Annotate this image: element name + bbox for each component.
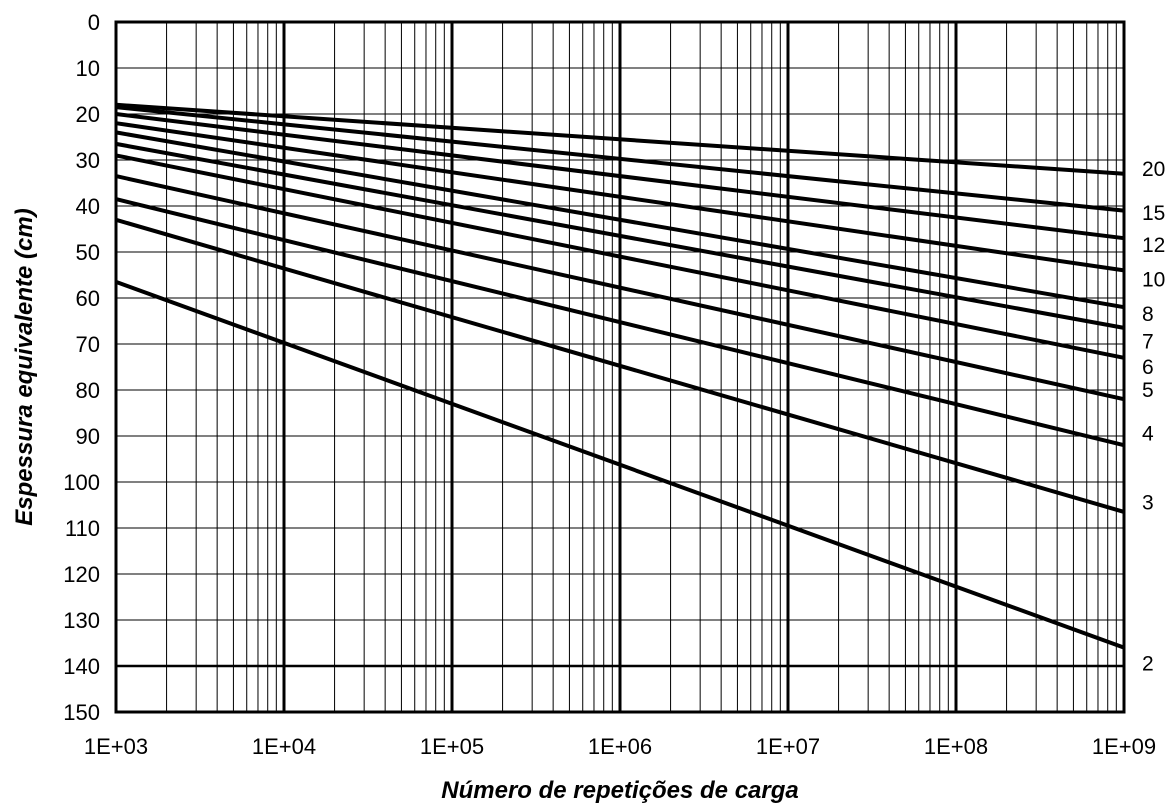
y-tick-label: 0 (88, 10, 100, 35)
x-tick-label: 1E+03 (84, 734, 148, 759)
series-line-2 (115, 280, 1125, 650)
x-tick-label: 1E+06 (588, 734, 652, 759)
series-line-3 (115, 217, 1125, 514)
x-tick-label: 1E+08 (924, 734, 988, 759)
x-tick-labels: 1E+03 1E+04 1E+05 1E+06 1E+07 1E+08 1E+09 (84, 734, 1156, 759)
curve-label-20: 20 (1142, 158, 1165, 181)
x-tick-label: 1E+04 (252, 734, 316, 759)
x-tick-label: 1E+07 (756, 734, 820, 759)
curve-label-5: 5 (1142, 379, 1154, 402)
y-tick-label: 110 (65, 516, 100, 541)
y-tick-labels: 0 10 20 30 40 50 60 70 80 90 100 110 120 130 140 150 (63, 10, 100, 725)
series-line-4 (115, 197, 1125, 448)
y-tick-label: 100 (63, 470, 100, 495)
curve-label-2: 2 (1142, 653, 1154, 676)
y-tick-label: 120 (63, 562, 100, 587)
x-axis-title: Número de repetições de carga (441, 777, 798, 804)
curve-label-15: 15 (1142, 202, 1165, 225)
y-tick-label: 140 (63, 654, 100, 679)
series-line-5 (115, 174, 1125, 402)
y-tick-label: 60 (76, 286, 100, 311)
y-tick-label: 10 (76, 56, 100, 81)
y-tick-label: 70 (76, 332, 100, 357)
series-line-12 (115, 112, 1125, 241)
curve-label-3: 3 (1142, 492, 1154, 515)
series-line-20 (115, 102, 1125, 176)
curve-labels: 20 15 12 10 8 765 4 3 2 (1142, 158, 1165, 676)
curve-label-8: 8 (1142, 303, 1154, 326)
series-line-6 (115, 153, 1125, 360)
y-tick-label: 50 (76, 240, 100, 265)
curve-label-6: 6 (1142, 356, 1154, 379)
series-lines (115, 102, 1125, 650)
series-line-10 (115, 121, 1125, 273)
y-tick-label: 130 (63, 608, 100, 633)
y-tick-label: 40 (76, 194, 100, 219)
y-tick-label: 30 (76, 148, 100, 173)
y-tick-label: 90 (76, 424, 100, 449)
curve-label-12: 12 (1142, 234, 1165, 257)
series-line-15 (115, 105, 1125, 213)
x-tick-label: 1E+05 (420, 734, 484, 759)
x-tick-label: 1E+09 (1092, 734, 1156, 759)
curve-label-7: 7 (1142, 331, 1154, 354)
y-tick-label: 80 (76, 378, 100, 403)
series-line-8 (115, 130, 1125, 310)
y-tick-label: 20 (76, 102, 100, 127)
plot-frame (114, 20, 1126, 714)
y-tick-label: 150 (63, 700, 100, 725)
curve-label-10: 10 (1142, 269, 1165, 292)
curve-label-4: 4 (1142, 423, 1154, 446)
y-axis-title: Espessura equivalente (cm) (11, 208, 38, 525)
series-line-7 (115, 141, 1125, 330)
